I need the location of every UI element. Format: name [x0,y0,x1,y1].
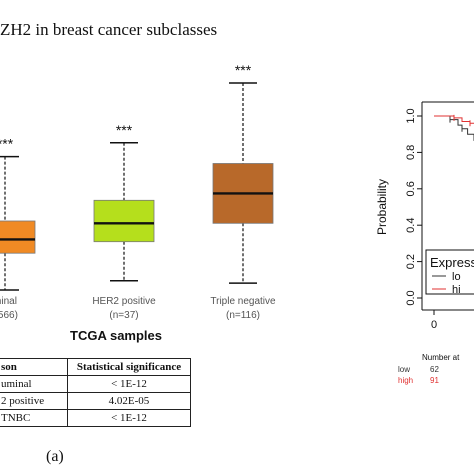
table-row: uminal < 1E-12 [0,375,191,393]
panel-label: (a) [46,448,64,465]
table-cell-significance: 4.02E-05 [67,392,191,410]
legend-box [425,249,474,295]
table-row: TNBC < 1E-12 [0,409,191,427]
x-tick-label: 0 [431,319,437,331]
y-tick-label: 0.0 [405,290,417,305]
table-cell-comparison: TNBC [0,409,68,427]
sample-size-label: (n=116) [226,310,260,321]
y-tick-label: 0.6 [405,181,417,196]
table-cell-significance: < 1E-12 [67,375,191,393]
y-tick-label: 0.8 [405,145,417,160]
y-tick-label: 0.2 [405,254,417,269]
legend-title: Express [430,255,474,270]
risk-table-label: high [398,376,413,385]
table-row: 2 positive 4.02E-05 [0,392,191,410]
risk-table-value: 62 [430,365,439,374]
legend-label: hi [452,284,461,296]
table-header-row: son Statistical significance [0,358,191,376]
significance-table: son Statistical significance uminal < 1E… [0,358,191,427]
y-tick-label: 0.4 [405,218,417,233]
table-header-comparison: son [0,358,68,376]
significance-label: *** [116,122,133,138]
x-axis-title: TCGA samples [70,328,162,343]
box [93,199,155,243]
risk-table-label: low [398,365,410,374]
category-label: minal [0,296,17,307]
risk-table-value: 91 [430,376,439,385]
significance-label: *** [235,62,252,78]
chart-title: ZH2 in breast cancer subclasses [0,20,218,39]
significance-label: *** [0,136,14,152]
category-label: Triple negative [210,296,276,307]
risk-table-header: Number at [422,353,460,362]
y-tick-label: 1.0 [405,108,417,123]
box [0,220,36,254]
sample-size-label: =566) [0,310,18,321]
legend-label: lo [452,271,461,283]
table-cell-comparison: uminal [0,375,68,393]
survival-line [434,115,474,124]
y-axis-label: Probability [375,179,389,235]
category-label: HER2 positive [92,296,156,307]
sample-size-label: (n=37) [109,310,138,321]
table-cell-significance: < 1E-12 [67,409,191,427]
table-header-significance: Statistical significance [67,358,191,376]
boxplot-chart: *** minal =566) *** HER2 positive (n=37) *** Tr… [0,62,276,321]
table-cell-comparison: 2 positive [0,392,68,410]
survival-chart: 0.00.20.40.60.81.0Probability0Expressloh… [375,101,474,385]
